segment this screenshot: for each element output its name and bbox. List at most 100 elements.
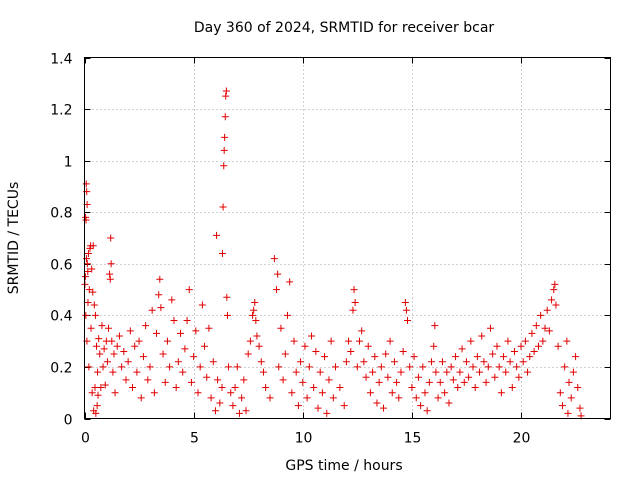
data-point [452,353,460,361]
data-point [534,342,542,350]
data-point [109,368,117,376]
data-point [111,389,119,397]
data-point [404,317,412,325]
data-point [196,363,204,371]
data-point [545,327,553,335]
data-point [515,373,523,381]
data-point [218,384,226,392]
data-point [240,376,248,384]
data-point [209,358,217,366]
data-point [223,293,231,301]
x-tick-label: 20 [513,431,531,447]
data-point [142,322,150,330]
data-point [371,353,379,361]
data-point [288,389,296,397]
data-point [476,368,484,376]
data-point [449,376,457,384]
data-point [362,373,370,381]
data-point [543,306,551,314]
data-point [220,162,228,170]
data-point [214,376,222,384]
data-point [89,242,97,250]
y-tick-label: 0.2 [50,361,72,377]
data-point [500,353,508,361]
data-point [410,353,418,361]
data-point [222,87,230,95]
y-tick-label: 1.2 [50,103,72,119]
data-point [150,389,158,397]
data-point [106,275,114,283]
data-point [408,384,416,392]
data-point [126,327,134,335]
data-point [356,337,364,345]
data-point [329,394,337,402]
data-point [297,358,305,366]
data-point [107,234,115,242]
data-point [532,322,540,330]
data-point [290,337,298,345]
data-point [168,296,176,304]
data-point [554,342,562,350]
data-point [447,363,455,371]
data-point [203,373,211,381]
data-point [259,368,267,376]
data-point [397,368,405,376]
data-point [105,324,113,332]
data-point [401,298,409,306]
x-tick-label: 5 [190,431,199,447]
data-point [95,335,103,343]
data-point [417,402,425,410]
data-point [375,378,383,386]
data-point [211,407,219,415]
data-point [513,363,521,371]
data-point [347,347,355,355]
data-point [456,368,464,376]
data-point [221,133,229,141]
axis-ticks: 0 0.2 0.4 0.6 0.8 1 1.2 1.4 0 5 10 15 20 [50,52,611,447]
data-point [423,407,431,415]
data-point [425,378,433,386]
data-point [360,358,368,366]
data-point [377,363,385,371]
data-point [321,353,329,361]
data-point [526,353,534,361]
data-point [255,342,263,350]
data-point [220,146,228,154]
data-point [517,342,525,350]
data-point [279,376,287,384]
data-point [221,113,229,121]
data-point [170,317,178,325]
data-point [350,286,358,294]
data-point [430,342,438,350]
data-point [270,255,278,263]
data-point [161,378,169,386]
data-point [386,337,394,345]
data-point [345,337,353,345]
data-point [301,342,309,350]
data-point [103,358,111,366]
data-point [510,347,518,355]
data-point [299,378,307,386]
data-point [569,368,577,376]
data-point [144,376,152,384]
data-point [351,298,359,306]
y-axis-label: SRMTID / TECUs [6,182,22,295]
data-point [223,311,231,319]
data-point [460,378,468,386]
data-point [222,92,230,100]
data-point [432,368,440,376]
data-point [89,288,97,296]
data-point [530,347,538,355]
data-point [131,342,139,350]
data-point [558,402,566,410]
data-point [133,368,141,376]
data-point [179,368,187,376]
data-point [388,389,396,397]
data-point [207,394,215,402]
data-point [537,311,545,319]
data-point [316,368,324,376]
data-point [113,342,121,350]
data-point [567,394,575,402]
data-point [493,342,501,350]
data-point [107,260,115,268]
